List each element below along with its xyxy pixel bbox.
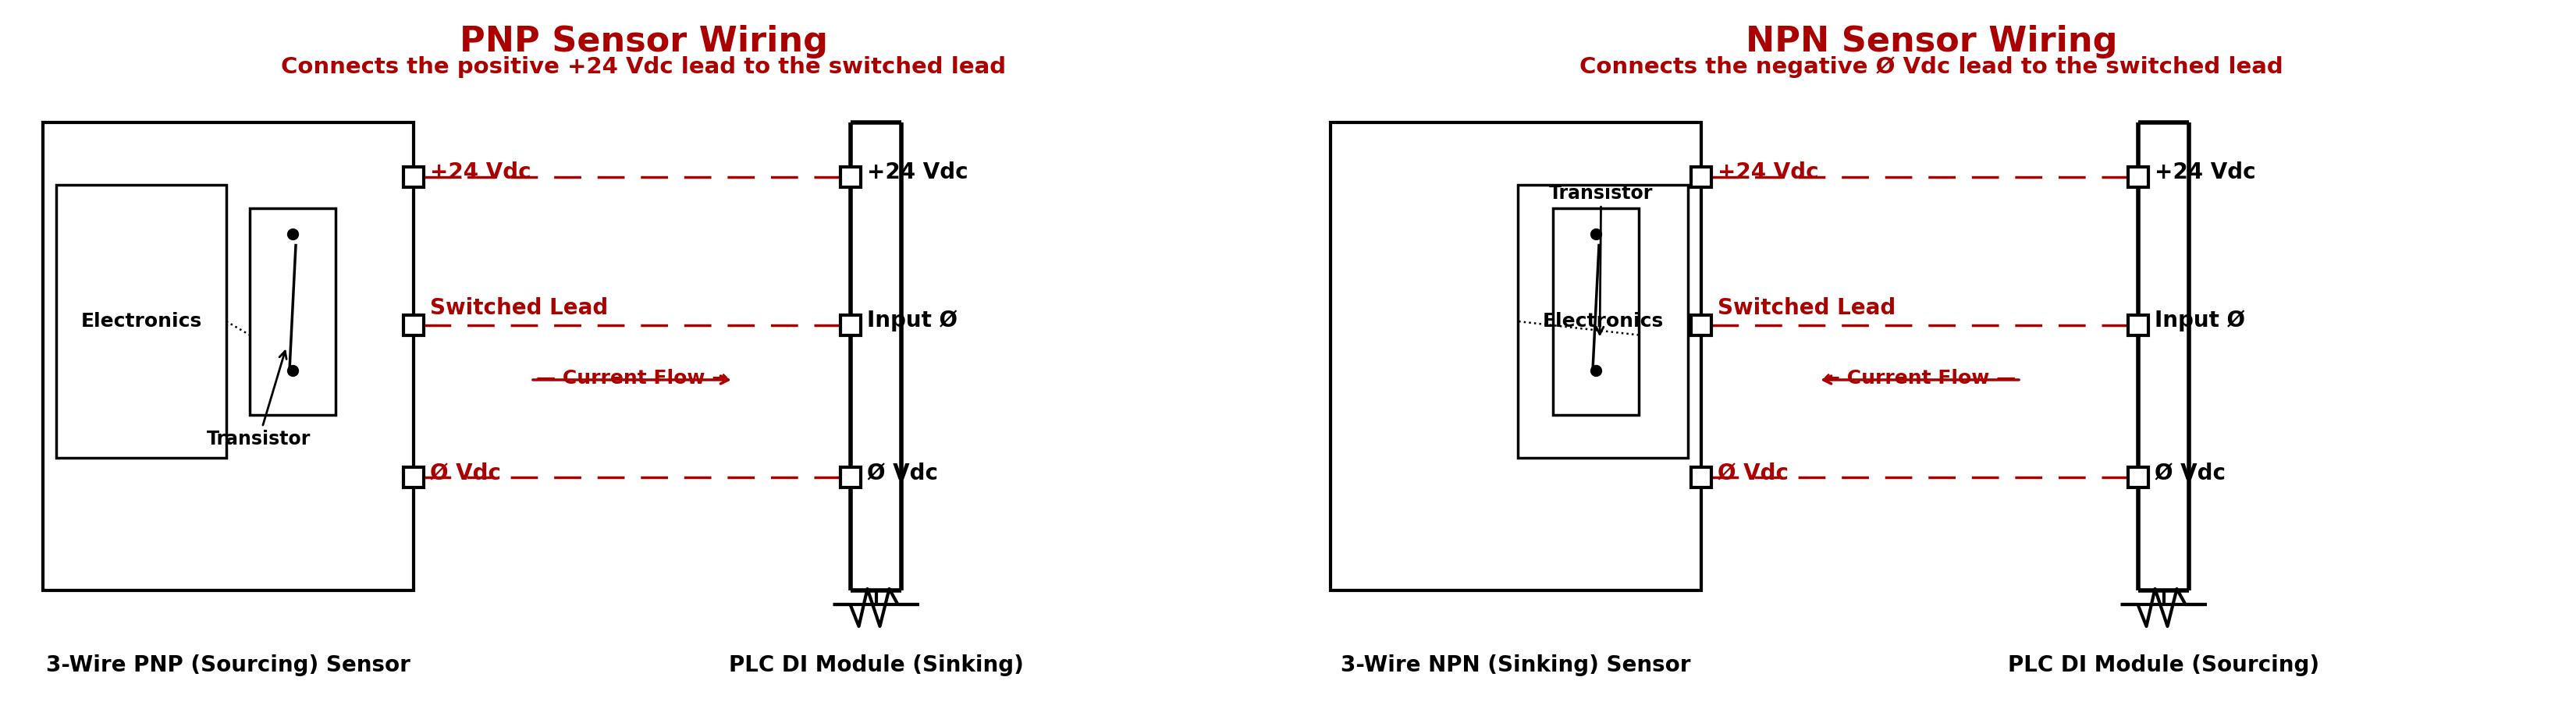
Bar	[404, 315, 422, 335]
Bar	[404, 467, 422, 487]
Text: +24 Vdc: +24 Vdc	[2154, 161, 2257, 184]
Bar	[57, 185, 227, 458]
Text: PLC DI Module (Sinking): PLC DI Module (Sinking)	[729, 654, 1023, 676]
Bar	[1690, 167, 1710, 187]
Text: Ø Vdc: Ø Vdc	[2154, 462, 2226, 484]
Text: Connects the negative Ø Vdc lead to the switched lead: Connects the negative Ø Vdc lead to the …	[1579, 56, 2282, 78]
Bar	[2128, 167, 2148, 187]
Text: — Current Flow →: — Current Flow →	[536, 369, 729, 388]
Text: 3-Wire NPN (Sinking) Sensor: 3-Wire NPN (Sinking) Sensor	[1342, 654, 1690, 676]
Text: ← Current Flow —: ← Current Flow —	[1824, 369, 2017, 388]
Bar	[1690, 467, 1710, 487]
Text: Switched Lead: Switched Lead	[1718, 297, 1896, 319]
Text: +24 Vdc: +24 Vdc	[430, 161, 531, 184]
Text: Electronics: Electronics	[80, 312, 201, 330]
Text: PNP Sensor Wiring: PNP Sensor Wiring	[459, 25, 827, 59]
Text: Ø Vdc: Ø Vdc	[1718, 462, 1788, 484]
Text: Transistor: Transistor	[1548, 184, 1654, 334]
Bar	[840, 315, 860, 335]
Text: NPN Sensor Wiring: NPN Sensor Wiring	[1747, 25, 2117, 59]
Text: Ø Vdc: Ø Vdc	[868, 462, 938, 484]
Bar	[44, 122, 415, 591]
Text: +24 Vdc: +24 Vdc	[1718, 161, 1819, 184]
Bar	[1553, 208, 1638, 415]
Bar	[250, 208, 335, 415]
Bar	[1517, 185, 1687, 458]
Bar	[1690, 315, 1710, 335]
Text: Input Ø: Input Ø	[2154, 309, 2246, 331]
Bar	[840, 167, 860, 187]
Bar	[2128, 467, 2148, 487]
Bar	[1332, 122, 1700, 591]
Bar	[840, 467, 860, 487]
Bar	[2128, 315, 2148, 335]
Text: Switched Lead: Switched Lead	[430, 297, 608, 319]
Text: Electronics: Electronics	[1543, 312, 1664, 330]
Text: 3-Wire PNP (Sourcing) Sensor: 3-Wire PNP (Sourcing) Sensor	[46, 654, 410, 676]
Text: +24 Vdc: +24 Vdc	[868, 161, 969, 184]
Text: Connects the positive +24 Vdc lead to the switched lead: Connects the positive +24 Vdc lead to th…	[281, 56, 1007, 78]
Text: Ø Vdc: Ø Vdc	[430, 462, 500, 484]
Bar	[404, 167, 422, 187]
Text: PLC DI Module (Sourcing): PLC DI Module (Sourcing)	[2007, 654, 2318, 676]
Text: Input Ø: Input Ø	[868, 309, 958, 331]
Text: Transistor: Transistor	[206, 351, 312, 448]
